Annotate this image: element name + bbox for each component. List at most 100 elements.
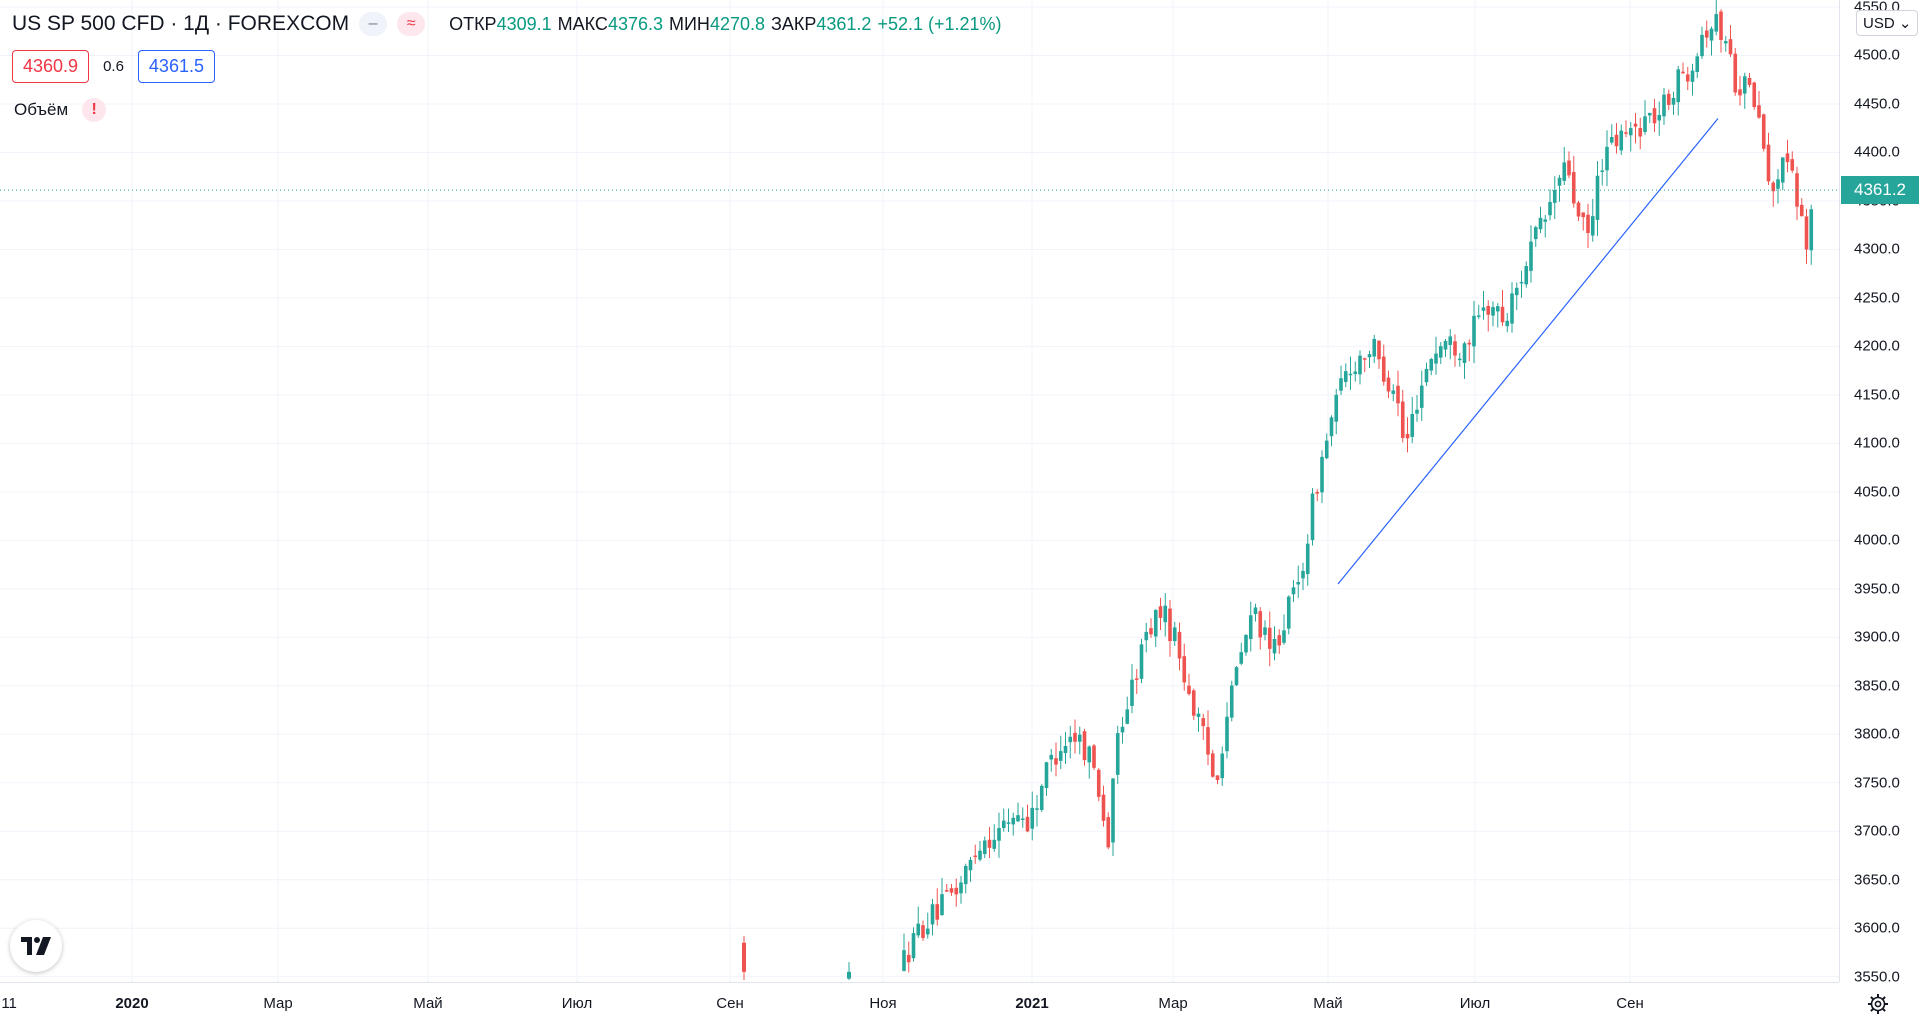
price-tick-label: 3550.0 — [1854, 968, 1900, 986]
ohlc-open: ОТКР4309.1 — [449, 13, 552, 34]
candle-body — [1058, 751, 1063, 761]
candle-body — [1766, 144, 1771, 182]
currency-button[interactable]: USD ⌄ — [1856, 10, 1919, 36]
tradingview-logo-icon[interactable] — [10, 920, 62, 972]
candle-body — [1785, 153, 1790, 163]
candle-body — [1054, 758, 1058, 765]
candle-body — [1405, 433, 1410, 439]
candle-body — [1301, 570, 1305, 579]
candle-body — [1614, 134, 1619, 147]
candle-body — [1647, 112, 1652, 116]
last-price-label: 4361.2 — [1841, 176, 1919, 205]
candle-body — [1206, 727, 1210, 755]
candle-body — [1087, 746, 1092, 763]
candle-body — [1049, 754, 1054, 760]
gear-icon[interactable] — [1864, 990, 1892, 1018]
candle-body — [992, 839, 997, 849]
candle-body — [1001, 820, 1006, 828]
candle-body — [1581, 212, 1586, 218]
candle-body — [982, 840, 987, 855]
price-tick-label: 3650.0 — [1854, 871, 1900, 889]
currency-label: USD — [1863, 15, 1895, 32]
candle-body — [1267, 627, 1272, 649]
candle-body — [1272, 639, 1277, 654]
candle-body — [1633, 123, 1638, 127]
chevron-down-icon: ⌄ — [1898, 15, 1912, 32]
volume-indicator[interactable]: Объём ! — [14, 98, 107, 122]
candle-body — [1723, 41, 1728, 44]
symbol-title[interactable]: US SP 500 CFD · 1Д · FOREXCOM — [12, 12, 350, 35]
candle-body — [1191, 690, 1196, 716]
candle-body — [949, 888, 954, 893]
candle-body — [1111, 778, 1115, 843]
candle-body — [1776, 179, 1780, 189]
candle-body — [1728, 39, 1733, 55]
candle-body — [1714, 14, 1719, 32]
candle-body — [1695, 56, 1700, 73]
candle-body — [1277, 635, 1282, 646]
candle-body — [1044, 762, 1049, 788]
price-tick-label: 4150.0 — [1854, 386, 1900, 404]
buy-button[interactable]: 4361.5 — [137, 50, 215, 83]
legend: US SP 500 CFD · 1Д · FOREXCOM – ≈ ОТКР43… — [12, 12, 1002, 36]
candle-body — [1529, 241, 1533, 271]
candle-body — [1324, 440, 1329, 459]
candle-body — [1101, 794, 1106, 821]
candle-body — [1120, 726, 1125, 733]
price-tick-label: 4250.0 — [1854, 289, 1900, 307]
candle-body — [1538, 217, 1543, 230]
candle-body — [1225, 716, 1229, 752]
spread-value: 0.6 — [103, 58, 124, 75]
candle-body — [1576, 202, 1581, 217]
candle-body — [1757, 105, 1761, 118]
candle-body — [1163, 605, 1168, 623]
candle-body — [1742, 76, 1747, 94]
candle-body — [1514, 287, 1519, 296]
time-scale[interactable]: 11 2020 Мар Май Июл Сен Ноя 2021 Мар Май Июл Сен — [0, 982, 1839, 1026]
candle-body — [1263, 627, 1267, 635]
candle-body — [742, 942, 746, 972]
candle-body — [1510, 293, 1514, 324]
chart-area[interactable]: US SP 500 CFD · 1Д · FOREXCOM – ≈ ОТКР43… — [0, 0, 1839, 982]
candle-body — [1073, 732, 1077, 742]
candle-body — [1391, 390, 1396, 394]
candle-body — [1396, 385, 1400, 404]
candle-body — [1400, 401, 1405, 438]
candle-body — [847, 971, 851, 979]
candle-body — [1063, 745, 1068, 754]
candle-body — [1315, 491, 1320, 494]
candle-body — [1809, 209, 1814, 251]
candle-body — [1139, 644, 1144, 679]
candle-body — [1709, 28, 1714, 41]
price-tick-label: 3700.0 — [1854, 822, 1900, 840]
candle-body — [1733, 53, 1738, 93]
candle-body — [1704, 30, 1709, 38]
time-tick-label: Июл — [1459, 995, 1491, 1012]
candle-body — [1068, 736, 1073, 743]
time-tick-label: Сен — [716, 995, 744, 1012]
candle-body — [1144, 631, 1149, 641]
candle-body — [1761, 114, 1766, 149]
candle-body — [1020, 818, 1025, 820]
time-tick-label: Сен — [1616, 995, 1644, 1012]
compare-icon[interactable]: ≈ — [397, 12, 426, 36]
candle-body — [1377, 340, 1381, 360]
candle-body — [1106, 817, 1111, 848]
candle-body — [1676, 69, 1681, 103]
candle-body — [1586, 214, 1590, 234]
candle-body — [1367, 354, 1372, 358]
candle-body — [1491, 307, 1495, 316]
candle-body — [1092, 745, 1096, 768]
candle-body — [1472, 315, 1476, 347]
candle-body — [1662, 94, 1666, 117]
warning-icon[interactable]: ! — [82, 98, 107, 122]
price-scale[interactable]: 4550.04500.04450.04400.04350.04300.04250… — [1839, 0, 1919, 986]
candle-body — [902, 950, 906, 971]
hide-series-icon[interactable]: – — [359, 12, 388, 36]
sell-button[interactable]: 4360.9 — [12, 50, 90, 83]
candle-body — [1296, 582, 1301, 585]
candle-body — [1780, 157, 1785, 183]
candle-body — [921, 925, 925, 938]
chart-canvas[interactable] — [0, 0, 1839, 982]
candle-body — [1519, 281, 1524, 284]
